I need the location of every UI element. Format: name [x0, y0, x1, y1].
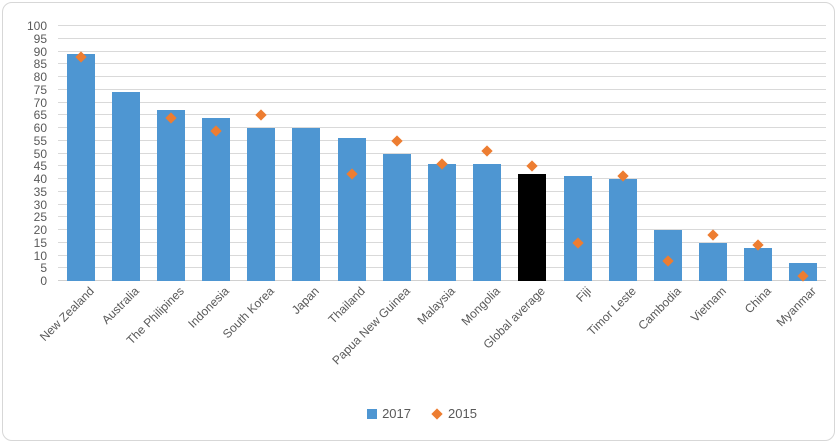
diamond-marker-2015	[707, 229, 719, 241]
bar-2017	[744, 247, 773, 281]
bar-2017	[563, 176, 592, 281]
y-tick-label: 50	[33, 146, 47, 161]
x-category-label: Cambodia	[635, 284, 684, 333]
y-tick-label: 90	[33, 44, 47, 59]
x-category-label: Vietnam	[688, 284, 729, 325]
y-axis: 0 5 10 15 20 25 30 35 40 45 50 55 60 65 70 75 80 85 90 95 10…	[3, 19, 51, 288]
y-tick-label: 20	[33, 223, 47, 237]
y-tick-label: 95	[33, 31, 47, 46]
legend-diamond-icon	[431, 407, 443, 420]
diamond-marker-2015	[255, 109, 267, 121]
y-tick-label: 5	[40, 261, 47, 276]
gridline	[58, 101, 826, 103]
gridline	[58, 114, 826, 116]
x-category-label: Myanmar	[774, 284, 820, 330]
gridline	[58, 76, 826, 77]
x-category-label: China	[742, 284, 775, 317]
x-category-label: Thailand	[325, 284, 368, 327]
y-tick-label: 25	[33, 210, 47, 225]
bar-2017	[292, 128, 321, 281]
x-category-label: Indonesia	[185, 284, 233, 331]
chart-frame: 0 5 10 15 20 25 30 35 40 45 50 55 60 65 70 75 80 85 90 95 10…	[2, 2, 835, 441]
plot-area	[58, 25, 826, 282]
gridline	[58, 37, 826, 39]
bar-2017	[66, 54, 95, 281]
y-tick-label: 65	[33, 108, 47, 123]
gridline	[58, 152, 826, 154]
legend-square-icon	[367, 408, 378, 419]
y-tick-label: 75	[33, 82, 47, 97]
bar-2017	[156, 110, 185, 281]
x-category-label: Japan	[289, 284, 323, 318]
y-tick-label: 55	[33, 133, 47, 148]
x-category-label: Malaysia	[414, 284, 458, 328]
bar-2017	[608, 179, 637, 281]
diamond-marker-2015	[526, 160, 539, 172]
y-tick-label: 85	[33, 57, 47, 72]
y-tick-label: 45	[33, 159, 47, 174]
bar-2017	[382, 153, 411, 281]
y-tick-label: 60	[33, 121, 47, 135]
gridline	[58, 63, 826, 65]
y-tick-label: 15	[33, 235, 47, 250]
x-category-label: The Philipines	[123, 284, 187, 348]
bar-2017	[202, 117, 231, 281]
x-category-label: New Zealand	[36, 284, 97, 344]
x-category-label: Mongolia	[458, 284, 504, 329]
x-category-label: Papua New Guinea	[329, 284, 413, 368]
bar-2017	[699, 242, 728, 281]
y-tick-label: 0	[40, 274, 47, 288]
gridline	[58, 127, 826, 128]
y-tick-label: 80	[33, 70, 47, 84]
legend-item-2017: 2017	[367, 406, 411, 421]
bar-2017	[518, 173, 547, 281]
gridline	[58, 88, 826, 90]
y-tick-label: 35	[33, 184, 47, 199]
bar-2017	[428, 163, 456, 281]
x-category-label: South Korea	[220, 284, 278, 342]
gridline	[58, 50, 826, 52]
y-tick-label: 30	[33, 197, 47, 212]
bar-2017	[111, 92, 140, 281]
x-category-label: Timor Leste	[584, 284, 639, 339]
diamond-marker-2015	[481, 145, 493, 157]
x-category-label: Australia	[98, 284, 142, 327]
bar-2017	[337, 138, 366, 281]
legend-item-label: 2017	[382, 406, 411, 421]
gridline	[58, 25, 826, 26]
y-tick-label: 10	[33, 248, 47, 263]
y-tick-label: 70	[33, 95, 47, 110]
diamond-marker-2015	[391, 135, 403, 147]
legend-item-2015: 2015	[431, 406, 477, 421]
legend: 2017 2015	[3, 406, 838, 421]
x-category-label: Fiji	[572, 284, 594, 305]
gridline	[58, 139, 826, 141]
bar-2017	[247, 128, 276, 281]
x-category-label: Global average	[480, 284, 549, 352]
bar-2017	[473, 163, 502, 281]
y-tick-label: 100	[26, 19, 47, 33]
legend-item-label: 2015	[448, 406, 477, 421]
y-tick-label: 40	[33, 172, 47, 186]
